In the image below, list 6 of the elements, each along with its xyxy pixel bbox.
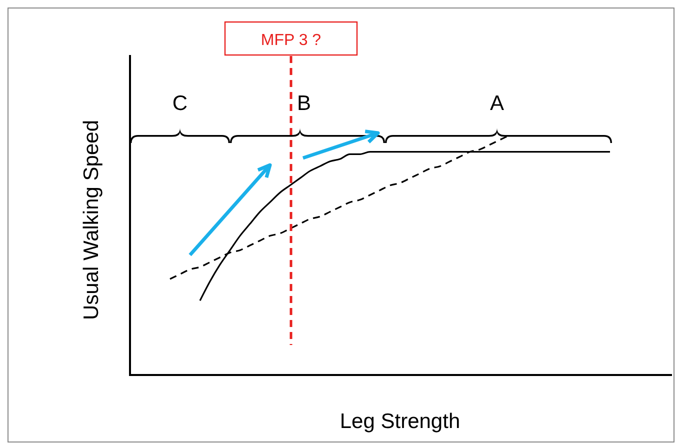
y-axis-title: Usual Walking Speed (80, 120, 103, 320)
text: B (296, 92, 312, 115)
text: MFP 3 ? (260, 32, 322, 49)
text: A (490, 92, 504, 115)
text: C (172, 92, 188, 115)
x-axis-title: Leg Strength (340, 410, 460, 433)
